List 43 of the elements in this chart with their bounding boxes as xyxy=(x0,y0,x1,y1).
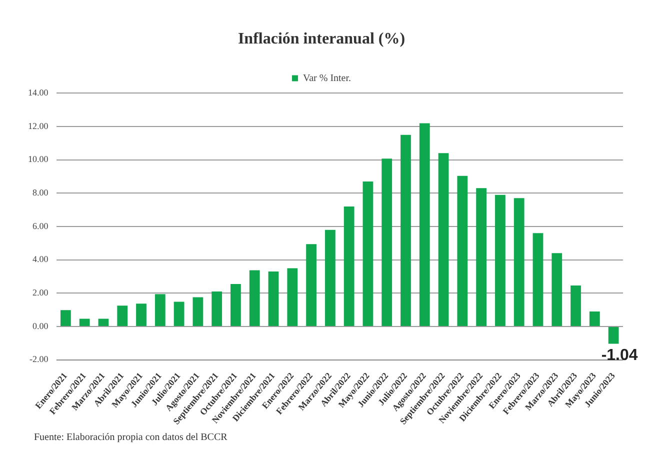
bar xyxy=(457,176,468,326)
y-tick-label: 12.00 xyxy=(28,120,49,131)
bar xyxy=(192,297,204,326)
bar xyxy=(324,230,336,326)
y-tick-label: 2.00 xyxy=(32,287,49,298)
bar xyxy=(570,285,581,326)
y-tick-label: 0.00 xyxy=(32,320,49,331)
bar xyxy=(136,304,146,326)
bar xyxy=(344,206,354,326)
y-tick-label: -2.00 xyxy=(30,354,49,364)
bar xyxy=(287,268,298,326)
bar xyxy=(514,198,524,326)
data-label: -1.04 xyxy=(601,347,638,364)
bar xyxy=(362,182,374,326)
bar xyxy=(212,291,222,326)
y-tick-label: 4.00 xyxy=(32,254,49,264)
bar xyxy=(419,123,430,326)
bar xyxy=(98,318,109,326)
y-tick-label: 8.00 xyxy=(32,188,49,198)
y-tick-label: 14.00 xyxy=(28,88,49,98)
bar xyxy=(438,153,449,326)
bar xyxy=(400,134,411,326)
source-note: Fuente: Elaboración propia con datos del BCCR xyxy=(34,432,228,443)
bar xyxy=(495,194,506,326)
bar xyxy=(532,233,544,326)
bar xyxy=(608,326,619,344)
bar xyxy=(476,188,487,326)
legend-label: Var % Inter. xyxy=(302,72,352,84)
bar xyxy=(174,302,184,326)
bar xyxy=(306,244,316,326)
chart-title: Inflación interanual (%) xyxy=(238,30,406,48)
bar xyxy=(589,311,600,326)
bar xyxy=(268,271,279,326)
bar xyxy=(382,158,392,326)
y-tick-label: 10.00 xyxy=(28,154,49,164)
bar xyxy=(249,270,260,326)
bar xyxy=(60,310,71,326)
bar xyxy=(117,306,128,326)
bar xyxy=(154,294,166,326)
y-tick-label: 6.00 xyxy=(32,220,49,231)
bar xyxy=(79,318,90,326)
bar xyxy=(552,253,562,326)
bar xyxy=(230,284,241,326)
